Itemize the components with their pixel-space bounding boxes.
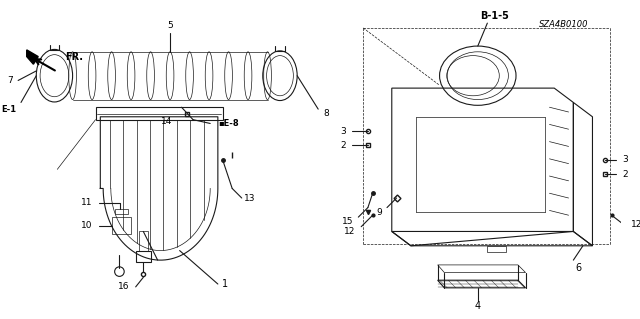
Text: B-1-5: B-1-5	[481, 11, 509, 21]
Text: 13: 13	[244, 194, 255, 203]
Text: 3: 3	[622, 155, 628, 164]
Text: 3: 3	[340, 127, 346, 136]
Text: 11: 11	[81, 198, 93, 207]
Text: 2: 2	[622, 170, 628, 179]
Text: ▪E-8: ▪E-8	[218, 119, 239, 128]
Text: 6: 6	[575, 263, 581, 273]
Text: 10: 10	[81, 221, 93, 230]
Polygon shape	[27, 50, 38, 64]
Text: 15: 15	[342, 218, 353, 226]
Text: SZA4B0100: SZA4B0100	[539, 19, 589, 29]
Text: FR.: FR.	[65, 52, 83, 62]
Text: 7: 7	[8, 76, 13, 85]
Text: E-1: E-1	[1, 105, 16, 114]
Text: 16: 16	[118, 282, 130, 291]
Text: 14: 14	[161, 117, 172, 126]
Text: 12: 12	[344, 227, 355, 236]
Text: 12: 12	[630, 220, 640, 229]
Text: 5: 5	[167, 20, 173, 30]
Text: 2: 2	[340, 141, 346, 150]
Text: 1: 1	[223, 279, 228, 289]
Text: 8: 8	[323, 109, 329, 118]
Text: 9: 9	[376, 208, 382, 217]
Text: 4: 4	[475, 301, 481, 311]
